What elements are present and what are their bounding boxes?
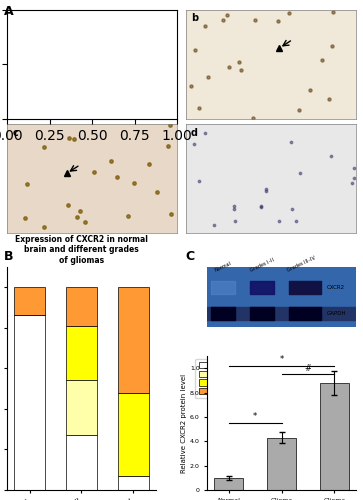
Bar (214, 478, 243, 490)
Bar (14, 287, 45, 316)
Bar (66, 435, 97, 490)
Text: CXCR2: CXCR2 (326, 285, 344, 290)
Text: *: * (280, 355, 284, 364)
Text: Grades III–IV: Grades III–IV (286, 256, 316, 274)
Text: b: b (191, 14, 198, 24)
Legend: −, +, ++, +++: −, +, ++, +++ (195, 359, 234, 398)
Bar (66, 326, 97, 380)
Text: Grades I–II: Grades I–II (249, 258, 275, 274)
Bar (118, 287, 149, 393)
Bar (66, 287, 97, 326)
Bar (66, 380, 97, 435)
Bar (207, 308, 356, 320)
Text: Normal: Normal (214, 261, 232, 274)
Title: Expression of CXCR2 in normal
brain and different grades
of gliomas: Expression of CXCR2 in normal brain and … (15, 235, 148, 264)
Bar (118, 392, 149, 476)
Y-axis label: Relative CXCR2 protein level: Relative CXCR2 protein level (181, 374, 187, 472)
Text: A: A (4, 5, 13, 18)
Bar (320, 383, 349, 490)
Bar (267, 438, 296, 490)
Text: *: * (253, 412, 257, 421)
Text: d: d (191, 128, 198, 138)
Text: GAPDH: GAPDH (326, 312, 346, 316)
Bar (118, 476, 149, 490)
Text: #: # (305, 364, 311, 372)
Bar (207, 281, 356, 294)
Point (251, 37, 257, 45)
Text: a: a (12, 14, 19, 24)
Text: C: C (185, 250, 194, 263)
Text: B: B (4, 250, 13, 263)
Text: c: c (12, 128, 18, 138)
Bar (14, 316, 45, 490)
